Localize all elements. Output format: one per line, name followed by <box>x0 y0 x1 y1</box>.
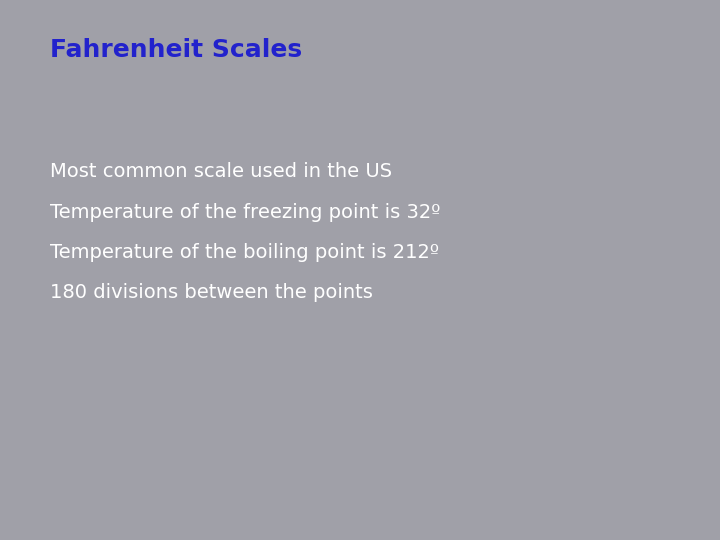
Text: Most common scale used in the US: Most common scale used in the US <box>50 162 392 181</box>
Text: 180 divisions between the points: 180 divisions between the points <box>50 284 373 302</box>
Text: Temperature of the freezing point is 32º: Temperature of the freezing point is 32º <box>50 202 441 221</box>
Text: Fahrenheit Scales: Fahrenheit Scales <box>50 38 302 62</box>
Text: Temperature of the boiling point is 212º: Temperature of the boiling point is 212º <box>50 243 439 262</box>
